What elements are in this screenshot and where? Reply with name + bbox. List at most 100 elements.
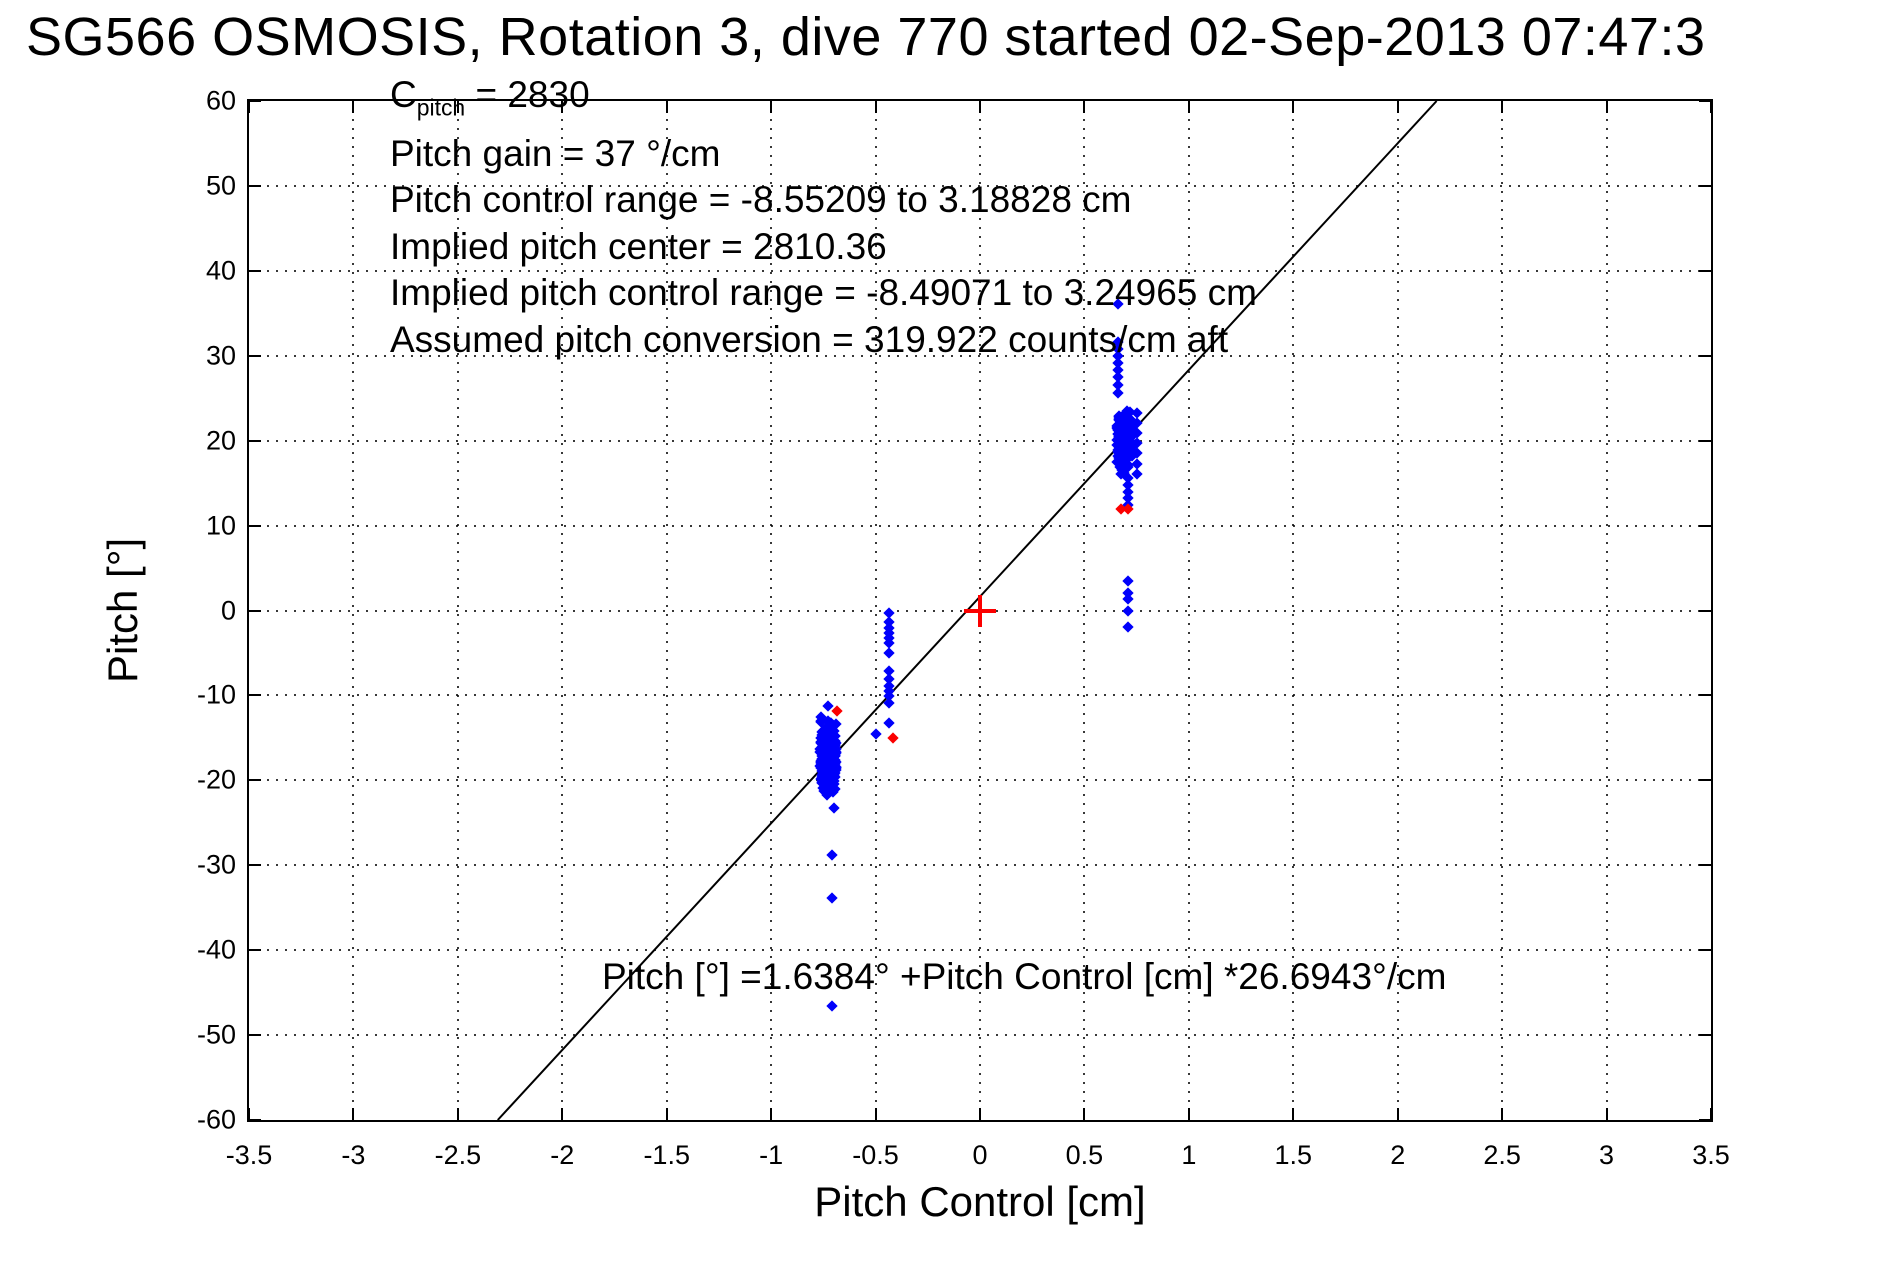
x-tick-label: -3.5 [225, 1140, 273, 1170]
tick-mark [1396, 1108, 1399, 1120]
tick-mark [1699, 184, 1711, 187]
gridline [249, 1034, 1711, 1037]
x-tick-label: 0.5 [1065, 1140, 1104, 1170]
tick-mark [249, 864, 261, 867]
tick-mark [249, 1119, 261, 1121]
tick-mark [1605, 1108, 1608, 1120]
y-tick-label: 50 [205, 170, 236, 201]
flagged-point [887, 732, 899, 744]
tick-mark [456, 101, 459, 113]
annotation-block: Cpitch = 2830 Pitch gain = 37 °/cm Pitch… [390, 72, 1257, 363]
tick-mark [249, 1034, 261, 1037]
x-tick-label: -2.5 [434, 1140, 482, 1170]
y-tick-label: 20 [205, 425, 236, 456]
tick-mark [249, 524, 261, 527]
x-tick-label: 1.5 [1274, 1140, 1313, 1170]
y-tick-label: -60 [196, 1104, 236, 1135]
tick-mark [352, 1108, 355, 1120]
tick-mark [1501, 101, 1504, 113]
tick-mark [1501, 1108, 1504, 1120]
y-tick-label: -30 [196, 849, 236, 880]
data-point [828, 802, 840, 815]
y-tick-label: -40 [196, 934, 236, 965]
tick-mark [770, 1108, 773, 1120]
tick-mark [1699, 354, 1711, 357]
y-tick-label: 0 [220, 595, 236, 625]
x-tick-label: -0.5 [852, 1140, 899, 1170]
y-tick-label: 30 [205, 340, 236, 371]
annotation-line-cpitch: Cpitch = 2830 [390, 74, 590, 121]
tick-mark [249, 354, 261, 357]
tick-mark [1699, 779, 1711, 782]
tick-mark [456, 1108, 459, 1120]
tick-mark [1699, 439, 1711, 442]
x-tick-label: -1 [759, 1140, 784, 1170]
gridline [249, 949, 1711, 952]
flagged-point [831, 705, 844, 717]
tick-mark [1699, 694, 1711, 697]
tick-mark [352, 101, 355, 113]
tick-mark [1605, 101, 1608, 113]
tick-mark [561, 1108, 564, 1120]
tick-mark [249, 694, 261, 697]
gridline [352, 101, 355, 1120]
tick-mark [1699, 949, 1711, 952]
gridline [249, 779, 1711, 782]
tick-mark [1292, 101, 1295, 113]
origin-target-marker [964, 594, 996, 627]
y-tick-label: -50 [196, 1019, 236, 1050]
tick-mark [249, 609, 261, 612]
x-tick-label: -3 [341, 1140, 366, 1170]
annotation-line-implied-center: Implied pitch center = 2810.36 [390, 225, 887, 267]
data-point [883, 647, 895, 659]
data-point [826, 849, 838, 861]
x-tick-label: -2 [550, 1140, 575, 1170]
tick-mark [1699, 864, 1711, 867]
y-tick-label: 60 [205, 85, 236, 116]
data-point [869, 727, 882, 740]
tick-mark [1187, 1108, 1190, 1120]
y-tick-label: -10 [196, 679, 236, 710]
annotation-line-control-range: Pitch control range = -8.55209 to 3.1882… [390, 179, 1132, 221]
tick-mark [1083, 1108, 1086, 1120]
tick-mark [249, 184, 261, 187]
tick-mark [1699, 1119, 1711, 1121]
annotation-line-implied-range: Implied pitch control range = -8.49071 t… [390, 272, 1257, 314]
y-tick-label: 10 [205, 510, 236, 541]
x-tick-label: 2 [1390, 1140, 1406, 1170]
tick-mark [248, 101, 250, 113]
tick-mark [1699, 609, 1711, 612]
x-tick-label: -1.5 [643, 1140, 690, 1170]
tick-mark [1710, 1108, 1712, 1120]
tick-mark [248, 1108, 250, 1120]
data-point [883, 716, 895, 729]
tick-mark [1699, 269, 1711, 272]
tick-mark [1699, 524, 1711, 527]
data-point [1122, 605, 1135, 618]
data-point [883, 697, 895, 709]
gridline [249, 524, 1711, 527]
gridline [249, 694, 1711, 697]
data-point [1122, 621, 1135, 634]
tick-mark [1710, 101, 1712, 113]
gridline [1605, 101, 1608, 1120]
x-tick-label: 0 [972, 1140, 988, 1170]
tick-mark [1699, 1034, 1711, 1037]
tick-mark [249, 779, 261, 782]
chart-title: SG566 OSMOSIS, Rotation 3, dive 770 star… [26, 7, 1706, 67]
tick-mark [249, 439, 261, 442]
tick-mark [1699, 100, 1711, 102]
cpitch-subscript: pitch [416, 94, 466, 121]
tick-mark [249, 269, 261, 272]
tick-mark [665, 1108, 668, 1120]
annotation-line-conversion: Assumed pitch conversion = 319.922 count… [390, 318, 1229, 360]
tick-mark [1292, 1108, 1295, 1120]
data-point [826, 1000, 838, 1012]
gridline [1501, 101, 1504, 1120]
y-tick-label: 40 [205, 255, 236, 286]
tick-mark [874, 1108, 877, 1120]
data-point [1122, 575, 1135, 587]
fit-equation-label: Pitch [°] =1.6384° +Pitch Control [cm] *… [602, 956, 1447, 997]
x-tick-label: 2.5 [1483, 1140, 1521, 1170]
